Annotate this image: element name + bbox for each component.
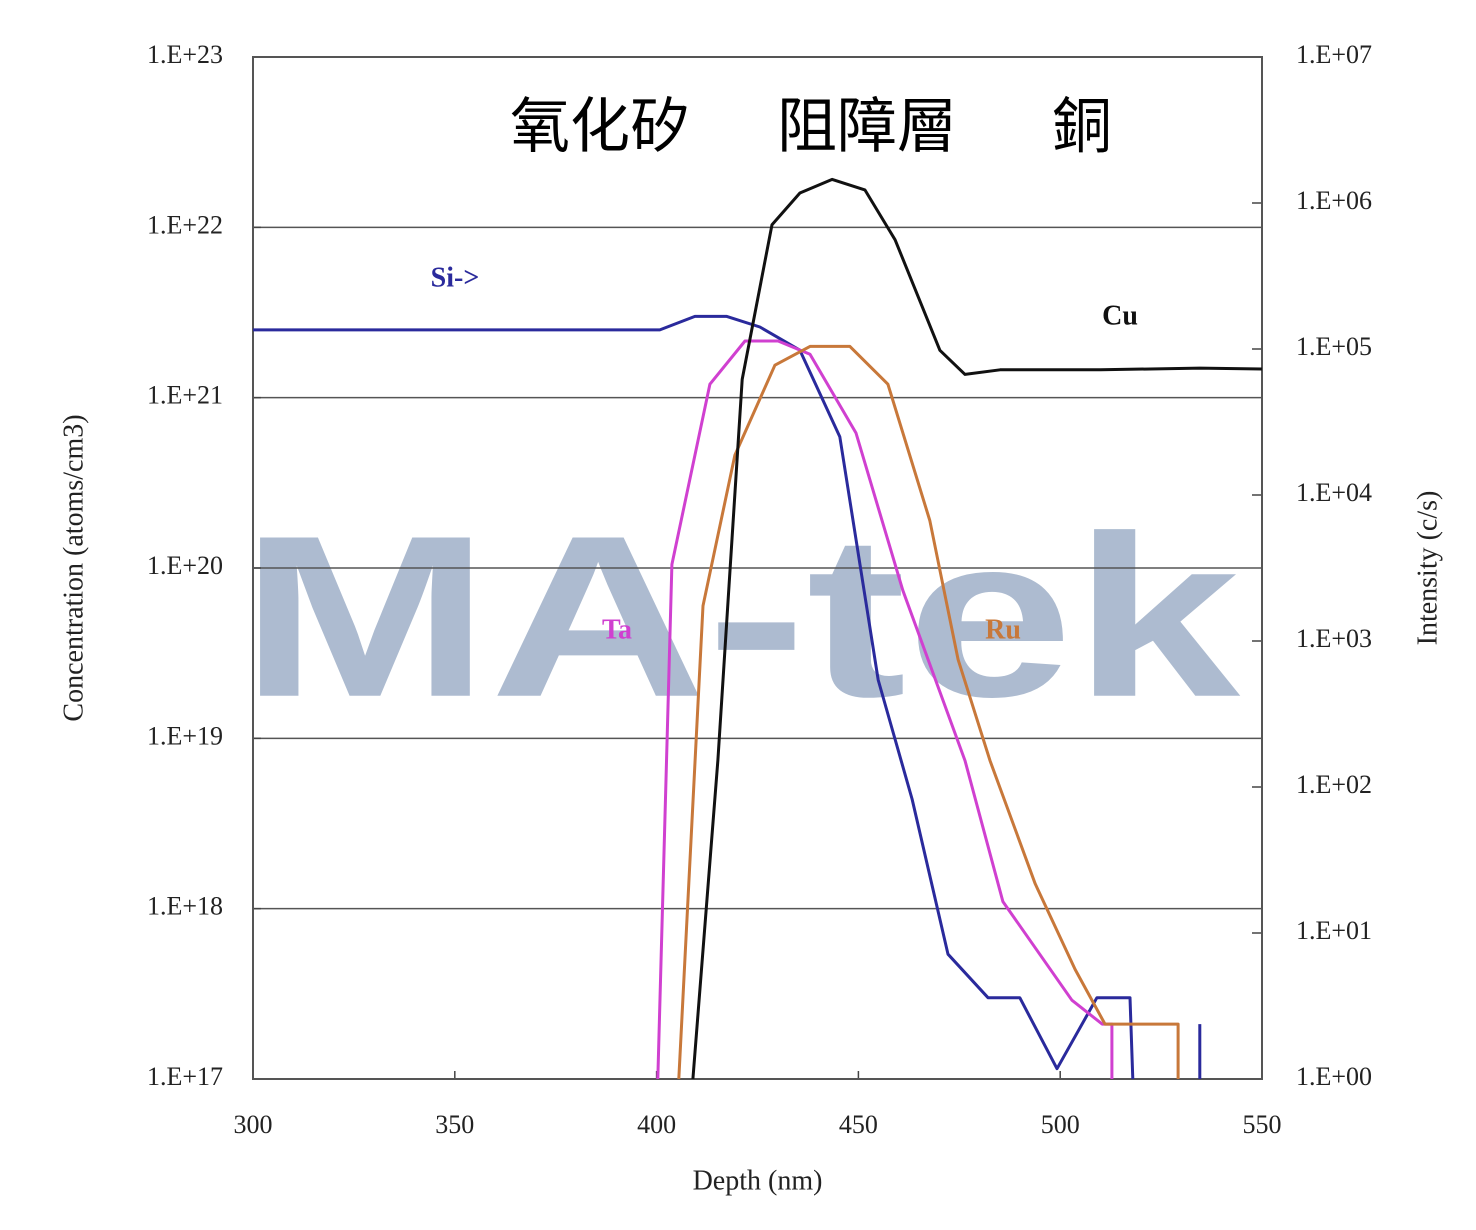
y2-tick-label: 1.E+07: [1296, 40, 1372, 69]
watermark: MA-tek: [240, 488, 1241, 745]
x-tick-label: 350: [435, 1110, 474, 1139]
y-tick-label: 1.E+20: [147, 551, 223, 580]
series-label: Cu: [1102, 300, 1138, 331]
x-tick-label: 400: [637, 1110, 676, 1139]
y-tick-label: 1.E+17: [147, 1062, 223, 1091]
y-tick-label: 1.E+18: [147, 892, 223, 921]
x-tick-label: 550: [1243, 1110, 1282, 1139]
series-line: [691, 177, 1263, 1080]
y2-tick-label: 1.E+04: [1296, 478, 1372, 507]
y2-tick-label: 1.E+01: [1296, 916, 1372, 945]
y2-tick-label: 1.E+05: [1296, 332, 1372, 361]
series-line: [253, 314, 1202, 1080]
x-tick-label: 450: [839, 1110, 878, 1139]
series-label: Ta: [602, 614, 632, 645]
y2-tick-label: 1.E+06: [1296, 186, 1372, 215]
series-line: [656, 339, 1114, 1080]
y2-tick-label: 1.E+02: [1296, 770, 1372, 799]
annotation: 氧化矽: [510, 94, 690, 160]
y-axis-label: Concentration (atoms/cm3): [58, 414, 89, 721]
annotation: 阻障層: [777, 94, 957, 160]
y2-tick-label: 1.E+03: [1296, 624, 1372, 653]
plot-frame: [252, 56, 1263, 1080]
series-label: Si->: [431, 262, 480, 293]
y-tick-label: 1.E+21: [147, 381, 223, 410]
y2-axis-label: Intensity (c/s): [1412, 491, 1443, 646]
x-tick-label: 300: [234, 1110, 273, 1139]
y-tick-label: 1.E+22: [147, 210, 223, 239]
y-tick-label: 1.E+19: [147, 721, 223, 750]
series-label: Ru: [985, 614, 1021, 645]
x-tick-label: 500: [1041, 1110, 1080, 1139]
y-tick-label: 1.E+23: [147, 40, 223, 69]
series-line: [677, 344, 1180, 1080]
x-axis-label: Depth (nm): [693, 1165, 823, 1196]
annotation: 銅: [1052, 94, 1112, 160]
y2-tick-label: 1.E+00: [1296, 1062, 1372, 1091]
